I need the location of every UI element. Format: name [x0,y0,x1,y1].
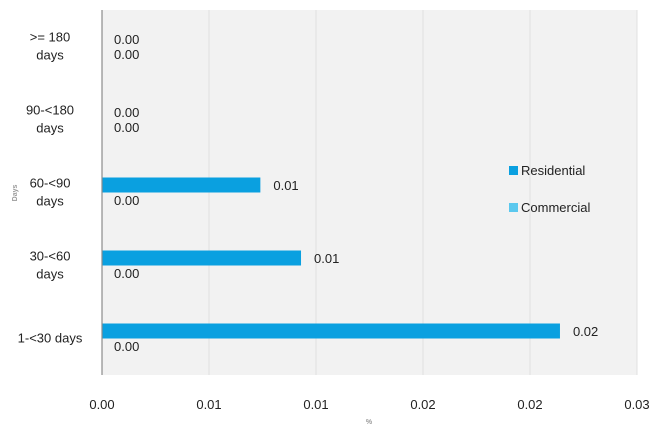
legend-swatch-commercial [509,203,518,212]
x-tick-label: 0.02 [517,397,542,412]
data-label: 0.01 [273,178,298,193]
legend-swatch-residential [509,166,518,175]
y-axis-title: Days [12,185,19,202]
legend: Residential Commercial [509,163,590,215]
category-labels: >= 180 days 90-<180 days 60-<90 days 30-<60 day… [18,30,83,346]
category-label: 60-<90 [30,176,71,191]
category-label: days [36,48,64,63]
data-label: 0.00 [114,120,139,135]
category-label: days [36,194,64,209]
legend-label-residential: Residential [521,163,585,178]
category-label: 30-<60 [30,249,71,264]
x-tick-label: 0.01 [303,397,328,412]
gridlines [208,10,638,375]
data-label: 0.00 [114,32,139,47]
category-label: days [36,267,64,282]
bar-residential [102,250,302,266]
bar-residential [102,177,261,193]
bars [102,177,560,339]
data-label: 0.02 [573,324,598,339]
category-label: >= 180 [30,30,71,45]
data-label: 0.01 [314,251,339,266]
data-label: 0.00 [114,105,139,120]
data-labels: 0.000.000.000.000.010.000.010.000.020.00 [114,32,598,354]
x-tick-label: 0.02 [410,397,435,412]
data-label: 0.00 [114,339,139,354]
bar-residential [102,323,560,339]
data-label: 0.00 [114,193,139,208]
x-axis-title: % [366,419,373,426]
x-tick-label: 0.01 [196,397,221,412]
category-label: days [36,121,64,136]
x-tick-label: 0.03 [624,397,649,412]
x-tick-label: 0.00 [89,397,114,412]
category-label: 90-<180 [26,103,74,118]
category-label: 1-<30 days [18,331,83,346]
data-label: 0.00 [114,47,139,62]
legend-label-commercial: Commercial [521,200,590,215]
x-axis-ticks: 0.00 0.01 0.01 0.02 0.02 0.03 [89,397,649,412]
data-label: 0.00 [114,266,139,281]
